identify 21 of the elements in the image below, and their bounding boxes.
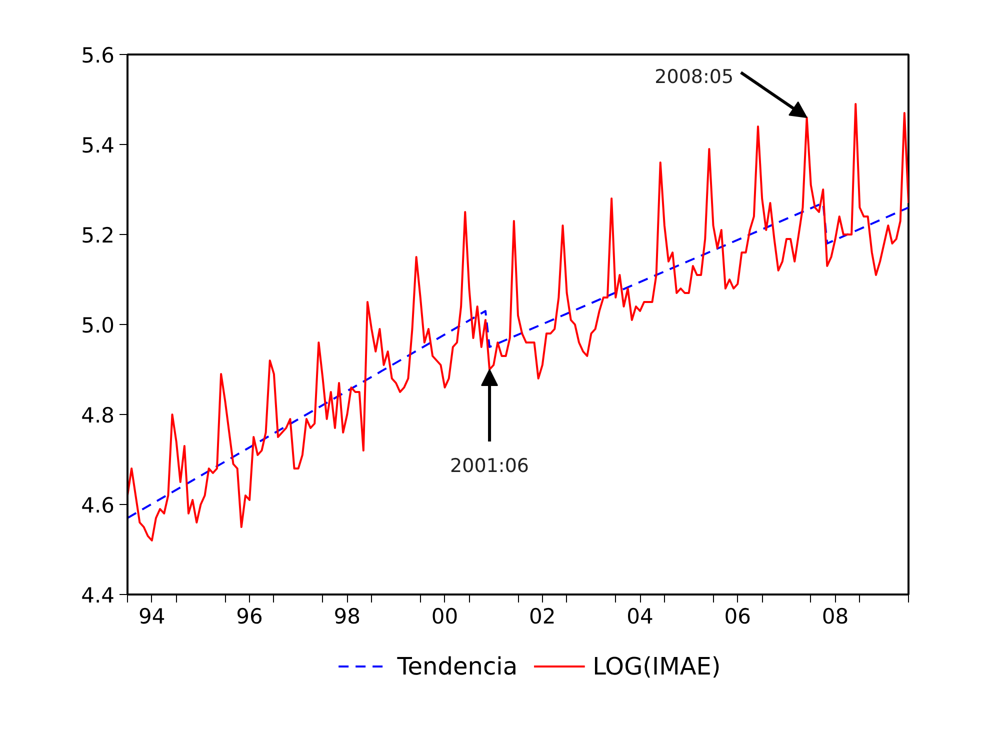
annotation: 2001:06 [450, 455, 529, 477]
line-series [128, 103, 908, 542]
x-tick-label: 04 [626, 604, 654, 628]
x-tick-label: 02 [529, 604, 556, 628]
y-tick-label: 4.8 [81, 404, 115, 428]
annotation: 2008:05 [654, 66, 734, 88]
y-tick-label: 4.4 [81, 584, 115, 608]
x-tick-label: 08 [822, 604, 849, 628]
line-series [128, 202, 908, 519]
x-tick-label: 98 [334, 604, 361, 628]
legend-label: LOG(IMAE) [592, 652, 721, 680]
y-tick-label: 5.2 [81, 224, 115, 248]
y-tick-label: 5.0 [81, 314, 115, 338]
x-tick-label: 96 [236, 604, 263, 628]
x-tick-label: 06 [724, 604, 752, 628]
x-tick-label: 00 [431, 604, 458, 628]
legend-label: Tendencia [396, 652, 518, 680]
x-tick-label: 94 [138, 604, 166, 628]
y-tick-label: 5.6 [81, 44, 115, 68]
y-tick-label: 4.6 [81, 494, 115, 518]
y-tick-label: 5.4 [81, 134, 115, 158]
